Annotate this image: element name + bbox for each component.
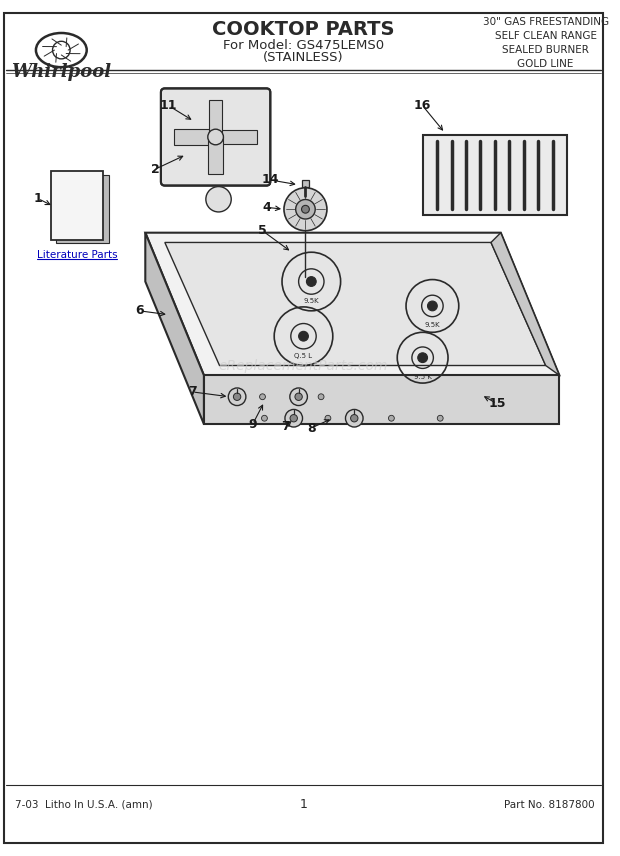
Circle shape <box>290 388 308 406</box>
Circle shape <box>285 409 303 427</box>
Text: 1: 1 <box>33 192 42 205</box>
Polygon shape <box>174 129 216 145</box>
Text: 2: 2 <box>151 163 159 175</box>
Text: 9.5 K: 9.5 K <box>414 374 432 380</box>
FancyBboxPatch shape <box>51 171 104 240</box>
Text: 30" GAS FREESTANDING
SELF CLEAN RANGE
SEALED BURNER
GOLD LINE: 30" GAS FREESTANDING SELF CLEAN RANGE SE… <box>482 17 609 69</box>
Text: (STAINLESS): (STAINLESS) <box>263 51 344 64</box>
Text: 9: 9 <box>249 418 257 431</box>
Text: Literature Parts: Literature Parts <box>37 250 117 260</box>
Text: 16: 16 <box>414 99 432 112</box>
Circle shape <box>233 393 241 401</box>
Circle shape <box>296 199 315 219</box>
Polygon shape <box>423 135 567 215</box>
Circle shape <box>345 409 363 427</box>
Text: 6: 6 <box>135 305 144 318</box>
FancyBboxPatch shape <box>161 88 270 186</box>
Text: 9.5K: 9.5K <box>304 298 319 304</box>
Polygon shape <box>209 100 223 137</box>
Circle shape <box>228 388 246 406</box>
Text: 15: 15 <box>488 397 505 410</box>
Circle shape <box>350 414 358 422</box>
Text: Whirlpool: Whirlpool <box>11 62 112 80</box>
Text: eReplacementParts.com: eReplacementParts.com <box>219 359 388 372</box>
Text: COOKTOP PARTS: COOKTOP PARTS <box>212 20 395 39</box>
Circle shape <box>325 415 331 421</box>
Circle shape <box>262 415 267 421</box>
Polygon shape <box>145 233 204 424</box>
Text: 14: 14 <box>262 174 279 187</box>
Text: 1: 1 <box>299 799 308 811</box>
Text: 7-03  Litho In U.S.A. (amn): 7-03 Litho In U.S.A. (amn) <box>16 800 153 810</box>
Text: For Model: GS475LEMS0: For Model: GS475LEMS0 <box>223 39 384 51</box>
Text: 5: 5 <box>258 224 267 237</box>
Polygon shape <box>208 137 223 174</box>
Text: 9.5K: 9.5K <box>425 323 440 329</box>
Circle shape <box>208 129 223 145</box>
Polygon shape <box>204 375 559 424</box>
Circle shape <box>437 415 443 421</box>
Circle shape <box>318 394 324 400</box>
Circle shape <box>260 394 265 400</box>
Circle shape <box>290 414 298 422</box>
Circle shape <box>389 415 394 421</box>
Text: 7: 7 <box>281 419 290 432</box>
FancyBboxPatch shape <box>301 180 309 187</box>
Polygon shape <box>491 233 559 375</box>
FancyBboxPatch shape <box>56 175 109 243</box>
Text: Q.5 L: Q.5 L <box>294 353 312 359</box>
Circle shape <box>295 393 303 401</box>
Polygon shape <box>216 130 257 144</box>
Circle shape <box>428 301 437 311</box>
Circle shape <box>418 353 428 363</box>
Circle shape <box>299 331 308 341</box>
Text: Part No. 8187800: Part No. 8187800 <box>504 800 595 810</box>
Circle shape <box>301 205 309 213</box>
Polygon shape <box>145 233 559 375</box>
Text: 8: 8 <box>307 421 316 435</box>
Circle shape <box>206 187 231 212</box>
Text: 4: 4 <box>262 201 271 214</box>
Polygon shape <box>165 242 546 366</box>
Text: 11: 11 <box>160 99 177 112</box>
Text: 7: 7 <box>188 385 197 398</box>
Circle shape <box>284 187 327 231</box>
Circle shape <box>306 276 316 287</box>
